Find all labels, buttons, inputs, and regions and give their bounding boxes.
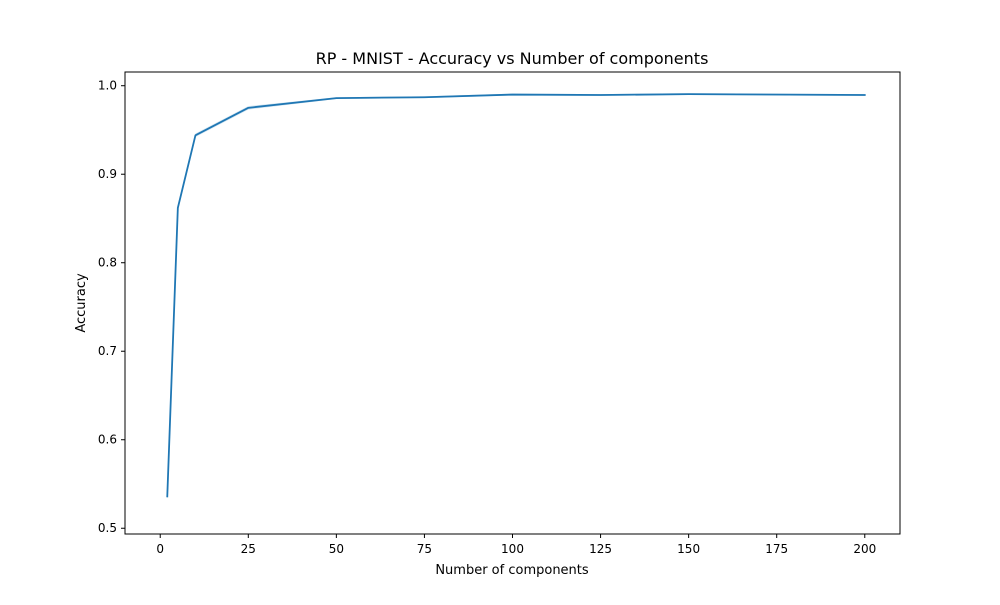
x-tick-label: 150 (677, 542, 700, 556)
y-tick-label: 0.9 (98, 167, 117, 181)
data-point (334, 96, 338, 100)
x-tick-label: 125 (589, 542, 612, 556)
x-tick-label: 100 (501, 542, 524, 556)
series-line-layer (165, 92, 867, 498)
y-axis-label: Accuracy (74, 273, 89, 333)
confidence-band-0 (167, 93, 865, 500)
y-tick-label: 0.7 (98, 344, 117, 358)
data-point (511, 93, 515, 97)
chart-title: RP - MNIST - Accuracy vs Number of compo… (316, 49, 709, 68)
x-tick-label: 75 (417, 542, 432, 556)
x-tick-label: 50 (329, 542, 344, 556)
plot-area-frame (124, 71, 901, 535)
y-tick-label: 0.8 (98, 256, 117, 270)
series-line-0 (166, 93, 866, 498)
x-tick-label: 0 (156, 542, 164, 556)
data-point (176, 206, 180, 210)
x-tick-label: 175 (765, 542, 788, 556)
data-point (193, 133, 197, 137)
data-point (599, 93, 603, 97)
data-point (863, 93, 867, 97)
data-point (687, 92, 691, 96)
x-axis-ticks: 0 25 50 75 100 125 150 175 200 (156, 534, 876, 556)
data-point (422, 95, 426, 99)
x-tick-label: 25 (241, 542, 256, 556)
y-tick-label: 0.6 (98, 433, 117, 447)
y-tick-label: 0.5 (98, 521, 117, 535)
confidence-band-layer (167, 93, 865, 500)
x-axis-label: Number of components (435, 563, 589, 578)
y-axis-ticks: 0.5 0.6 0.7 0.8 0.9 1.0 (98, 79, 125, 535)
y-tick-label: 1.0 (98, 79, 117, 93)
x-tick-label: 200 (853, 542, 876, 556)
data-point (246, 106, 250, 110)
data-point (165, 494, 169, 498)
